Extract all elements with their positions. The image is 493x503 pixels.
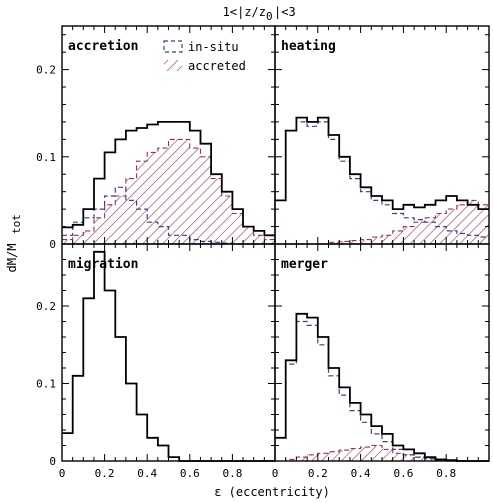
figure-suptitle: 1<|z/z xyxy=(223,5,266,19)
x-tick-label: 0 xyxy=(272,467,279,480)
panel-migration: 0 0.1 0.2 0 0.2 0.4 0.6 0.8 migration xyxy=(36,243,276,480)
y-axis-label-subscript: tot xyxy=(10,214,23,234)
series-accreted-outline xyxy=(275,199,489,245)
y-tick-label: 0 xyxy=(49,455,56,468)
y-tick-label: 0.1 xyxy=(36,378,56,391)
x-tick-label: 0.4 xyxy=(137,467,157,480)
legend-insitu-label: in-situ xyxy=(188,40,239,54)
x-tick-label: 0.6 xyxy=(393,467,413,480)
series-insitu-line xyxy=(275,320,489,462)
legend-accreted-swatch xyxy=(164,60,182,71)
legend-insitu-swatch xyxy=(163,40,183,53)
x-tick-label: 0 xyxy=(59,467,66,480)
y-tick-label: 0.2 xyxy=(36,64,56,77)
series-insitu-line xyxy=(62,186,275,245)
x-tick-label: 0.4 xyxy=(351,467,371,480)
series-accreted-fill xyxy=(62,139,275,244)
x-axis-label: ε (eccentricity) xyxy=(214,485,330,499)
panel-label: heating xyxy=(281,39,336,54)
series-total-line xyxy=(62,250,275,462)
panel-label: migration xyxy=(68,257,138,272)
series-total-line xyxy=(275,312,489,462)
x-tick-label: 0.8 xyxy=(222,467,242,480)
figure-suptitle-tail: |<3 xyxy=(274,5,296,19)
y-tick-label: 0 xyxy=(49,238,56,251)
panel-heating: heating xyxy=(274,25,490,245)
x-tick-label: 0.8 xyxy=(436,467,456,480)
panel-label: accretion xyxy=(68,39,138,54)
legend: in-situ accreted xyxy=(163,40,246,73)
y-axis-label: dM/M xyxy=(5,244,19,273)
x-tick-label: 0.2 xyxy=(95,467,115,480)
y-tick-label: 0.2 xyxy=(36,300,56,313)
series-accreted-outline xyxy=(62,138,275,241)
panel-merger: 0 0.2 0.4 0.6 0.8 merger xyxy=(272,243,490,480)
figure-suptitle-subscript: 0 xyxy=(266,10,273,23)
series-total-line xyxy=(275,116,489,210)
series-insitu-line xyxy=(275,121,489,238)
legend-accreted-label: accreted xyxy=(188,59,246,73)
x-tick-label: 0.2 xyxy=(308,467,328,480)
series-accreted-fill xyxy=(275,200,489,244)
x-tick-label: 0.6 xyxy=(180,467,200,480)
series-total-line xyxy=(62,121,275,237)
y-tick-label: 0.1 xyxy=(36,151,56,164)
panel-label: merger xyxy=(281,257,328,272)
series-accreted-outline xyxy=(275,444,489,462)
